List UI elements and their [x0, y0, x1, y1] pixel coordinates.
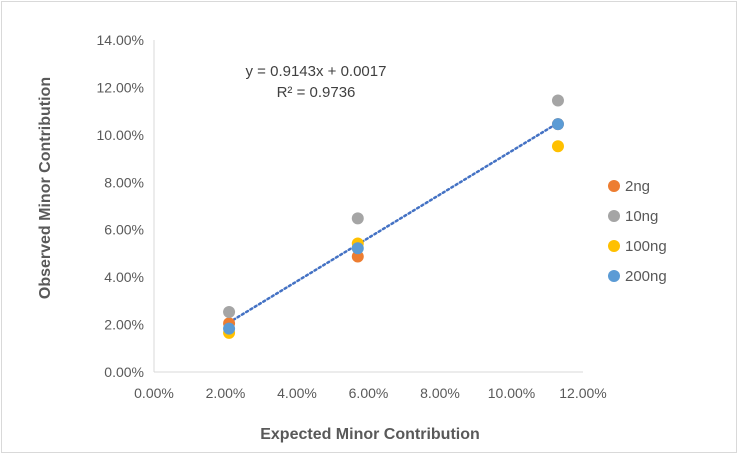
data-point-10ng: [551, 94, 564, 107]
data-point-200ng: [351, 242, 364, 255]
x-tick-label: 4.00%: [277, 385, 317, 401]
trendline-equation: y = 0.9143x + 0.0017: [246, 63, 387, 80]
x-tick-label: 0.00%: [134, 385, 174, 401]
data-point-2ng: [351, 250, 364, 263]
trendline: [227, 121, 560, 324]
legend-marker-100ng: [608, 240, 620, 252]
y-tick-labels: 0.00% 2.00% 4.00% 6.00% 8.00% 10.00% 12.00% 14.…: [97, 32, 144, 380]
trendline-layer: [227, 121, 560, 324]
legend-label-10ng: 10ng: [625, 208, 658, 225]
x-tick-label: 8.00%: [420, 385, 460, 401]
y-tick-label: 10.00%: [97, 127, 144, 143]
y-tick-label: 0.00%: [104, 364, 144, 380]
legend-marker-2ng: [608, 180, 620, 192]
legend-label-2ng: 2ng: [625, 178, 650, 195]
x-tick-label: 2.00%: [206, 385, 246, 401]
data-points-layer: [223, 94, 564, 339]
y-tick-label: 6.00%: [104, 222, 144, 238]
legend-marker-10ng: [608, 210, 620, 222]
data-point-10ng: [351, 212, 364, 225]
x-tick-label: 12.00%: [559, 385, 606, 401]
x-tick-labels: 0.00% 2.00% 4.00% 6.00% 8.00% 10.00% 12.00%: [134, 385, 607, 401]
legend-marker-200ng: [608, 270, 620, 282]
axes-layer: [153, 40, 583, 373]
legend-label-200ng: 200ng: [625, 268, 667, 285]
y-tick-label: 12.00%: [97, 79, 144, 95]
data-point-10ng: [223, 306, 236, 319]
x-tick-label: 6.00%: [349, 385, 389, 401]
trendline-r-squared: R² = 0.9736: [277, 84, 356, 101]
y-tick-label: 14.00%: [97, 32, 144, 48]
y-axis-title: Observed Minor Contribution: [37, 77, 54, 299]
x-tick-label: 10.00%: [488, 385, 535, 401]
y-tick-label: 2.00%: [104, 317, 144, 333]
x-axis-title: Expected Minor Contribution: [260, 426, 480, 443]
y-tick-label: 4.00%: [104, 269, 144, 285]
data-point-200ng: [551, 118, 564, 131]
y-tick-label: 8.00%: [104, 174, 144, 190]
legend: 2ng 10ng 100ng 200ng: [608, 178, 667, 285]
data-point-200ng: [223, 322, 236, 335]
legend-label-100ng: 100ng: [625, 238, 667, 255]
data-point-100ng: [551, 140, 564, 153]
